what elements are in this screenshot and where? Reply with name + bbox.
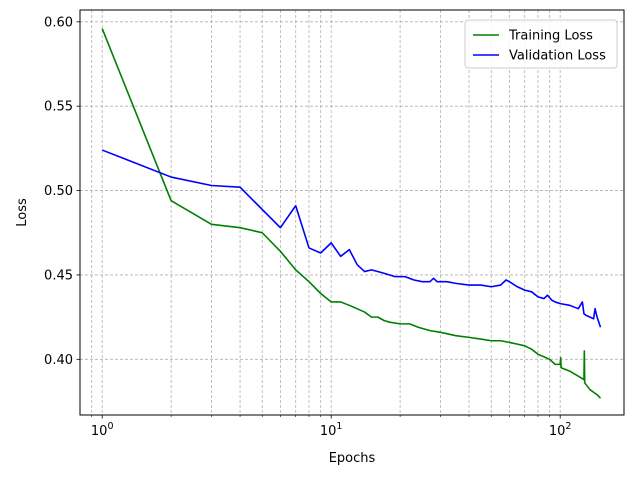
y-tick-label: 0.45 xyxy=(44,268,73,283)
series-line-training-loss xyxy=(101,28,602,399)
grid xyxy=(80,10,624,415)
series-lines xyxy=(101,28,602,399)
x-tick-label: 100 xyxy=(91,421,114,439)
y-tick-label: 0.55 xyxy=(44,100,73,115)
y-tick-label: 0.60 xyxy=(44,15,73,30)
y-tick-label: 0.40 xyxy=(44,353,73,368)
axis-ticks: 100 101 102 0.40 0.45 0.50 0.55 0.60 xyxy=(44,15,571,439)
legend-label-validation-loss: Validation Loss xyxy=(509,49,606,64)
y-axis-label: Loss xyxy=(15,198,30,227)
legend-box xyxy=(464,19,618,69)
plot-frame xyxy=(79,9,625,416)
x-tick-label: 102 xyxy=(549,421,572,439)
legend: Training Loss Validation Loss xyxy=(464,19,618,69)
y-tick-label: 0.50 xyxy=(44,184,73,199)
x-tick-label: 101 xyxy=(320,421,343,439)
series-line-validation-loss xyxy=(101,149,602,328)
legend-label-training-loss: Training Loss xyxy=(508,29,593,44)
x-axis-label: Epochs xyxy=(329,451,376,466)
